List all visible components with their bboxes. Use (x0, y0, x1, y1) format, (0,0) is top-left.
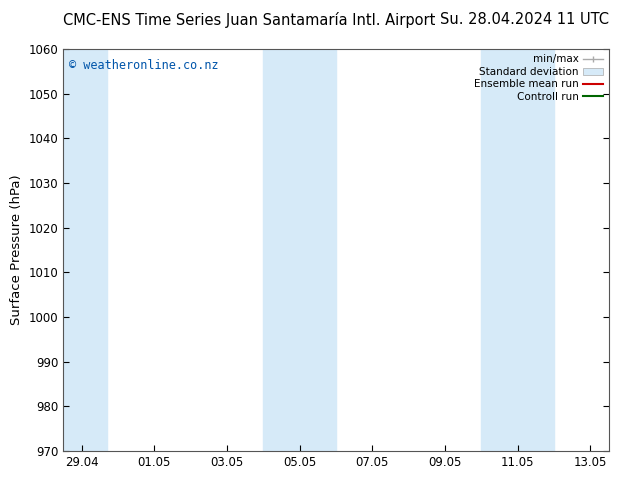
Y-axis label: Surface Pressure (hPa): Surface Pressure (hPa) (10, 174, 23, 325)
Bar (481, 49, 554, 451)
Text: CMC-ENS Time Series Juan Santamaría Intl. Airport: CMC-ENS Time Series Juan Santamaría Intl… (63, 12, 436, 28)
Bar (63, 49, 107, 451)
Bar (263, 49, 336, 451)
Text: © weatheronline.co.nz: © weatheronline.co.nz (69, 59, 219, 72)
Text: Su. 28.04.2024 11 UTC: Su. 28.04.2024 11 UTC (439, 12, 609, 27)
Legend: min/max, Standard deviation, Ensemble mean run, Controll run: min/max, Standard deviation, Ensemble me… (472, 52, 605, 104)
